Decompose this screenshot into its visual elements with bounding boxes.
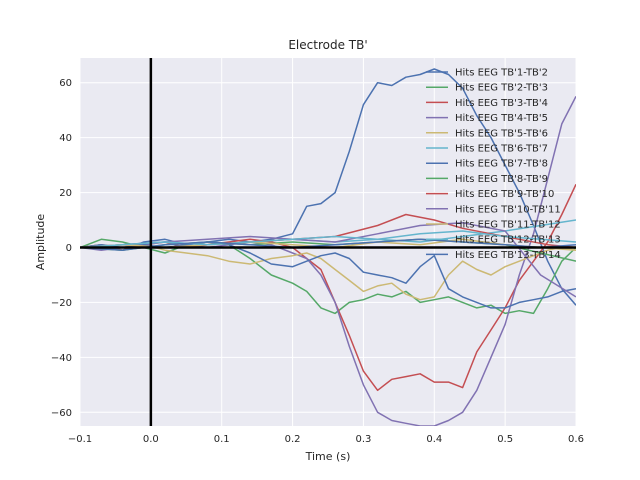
x-tick-label: 0.5: [497, 434, 513, 445]
x-tick-label: 0.4: [426, 434, 442, 445]
y-tick-label: 60: [59, 78, 72, 89]
legend-label: Hits EEG TB'10-TB'11: [455, 204, 561, 215]
y-tick-label: 20: [59, 188, 72, 199]
legend-item: Hits EEG TB'1-TB'2: [426, 68, 548, 79]
y-tick-label: −40: [51, 353, 72, 364]
legend-item: Hits EEG TB'8-TB'9: [426, 174, 548, 185]
series-line-13: [80, 238, 576, 251]
grid: [79, 58, 577, 426]
legend-label: Hits EEG TB'1-TB'2: [455, 68, 548, 79]
x-tick-label: −0.1: [68, 434, 92, 445]
y-tick-label: 40: [59, 133, 72, 144]
chart-title: Electrode TB': [288, 38, 367, 52]
legend: Hits EEG TB'1-TB'2 Hits EEG TB'2-TB'3 Hits…: [426, 68, 561, 261]
legend-label: Hits EEG TB'2-TB'3: [455, 83, 548, 94]
series-line-12: [80, 230, 576, 249]
legend-item: Hits EEG TB'11-TB'12: [426, 220, 561, 231]
legend-item: Hits EEG TB'3-TB'4: [426, 98, 548, 109]
series-line-5: [80, 243, 576, 301]
legend-item: Hits EEG TB'12-TB'13: [426, 235, 561, 246]
x-tick-label: 0.2: [285, 434, 301, 445]
y-tick-label: 0: [66, 243, 72, 254]
legend-label: Hits EEG TB'3-TB'4: [455, 98, 548, 109]
reference-lines: [80, 58, 576, 426]
x-tick-label: 0.3: [355, 434, 371, 445]
legend-label: Hits EEG TB'9-TB'10: [455, 189, 554, 200]
legend-item: Hits EEG TB'13-TB'14: [426, 250, 561, 261]
y-axis-ticks: −60 −40 −20 0 20 40 60: [51, 78, 72, 419]
legend-item: Hits EEG TB'7-TB'8: [426, 159, 548, 170]
y-tick-label: −60: [51, 408, 72, 419]
x-axis-ticks: −0.1 0.0 0.1 0.2 0.3 0.4 0.5 0.6: [68, 434, 584, 445]
x-tick-label: 0.0: [143, 434, 159, 445]
legend-label: Hits EEG TB'4-TB'5: [455, 113, 548, 124]
x-tick-label: 0.6: [568, 434, 584, 445]
legend-label: Hits EEG TB'12-TB'13: [455, 235, 561, 246]
legend-item: Hits EEG TB'4-TB'5: [426, 113, 548, 124]
legend-label: Hits EEG TB'7-TB'8: [455, 159, 548, 170]
legend-item: Hits EEG TB'10-TB'11: [426, 204, 561, 215]
x-axis-label: Time (s): [305, 450, 351, 463]
legend-label: Hits EEG TB'8-TB'9: [455, 174, 548, 185]
x-tick-label: 0.1: [214, 434, 230, 445]
legend-item: Hits EEG TB'9-TB'10: [426, 189, 554, 200]
legend-label: Hits EEG TB'11-TB'12: [455, 220, 561, 231]
legend-label: Hits EEG TB'6-TB'7: [455, 144, 548, 155]
legend-item: Hits EEG TB'5-TB'6: [426, 128, 548, 139]
series-line-7: [80, 241, 576, 309]
legend-label: Hits EEG TB'5-TB'6: [455, 128, 548, 139]
y-axis-label: Amplitude: [34, 214, 47, 271]
legend-label: Hits EEG TB'13-TB'14: [455, 250, 561, 261]
legend-item: Hits EEG TB'2-TB'3: [426, 83, 548, 94]
y-tick-label: −20: [51, 298, 72, 309]
legend-item: Hits EEG TB'6-TB'7: [426, 144, 548, 155]
